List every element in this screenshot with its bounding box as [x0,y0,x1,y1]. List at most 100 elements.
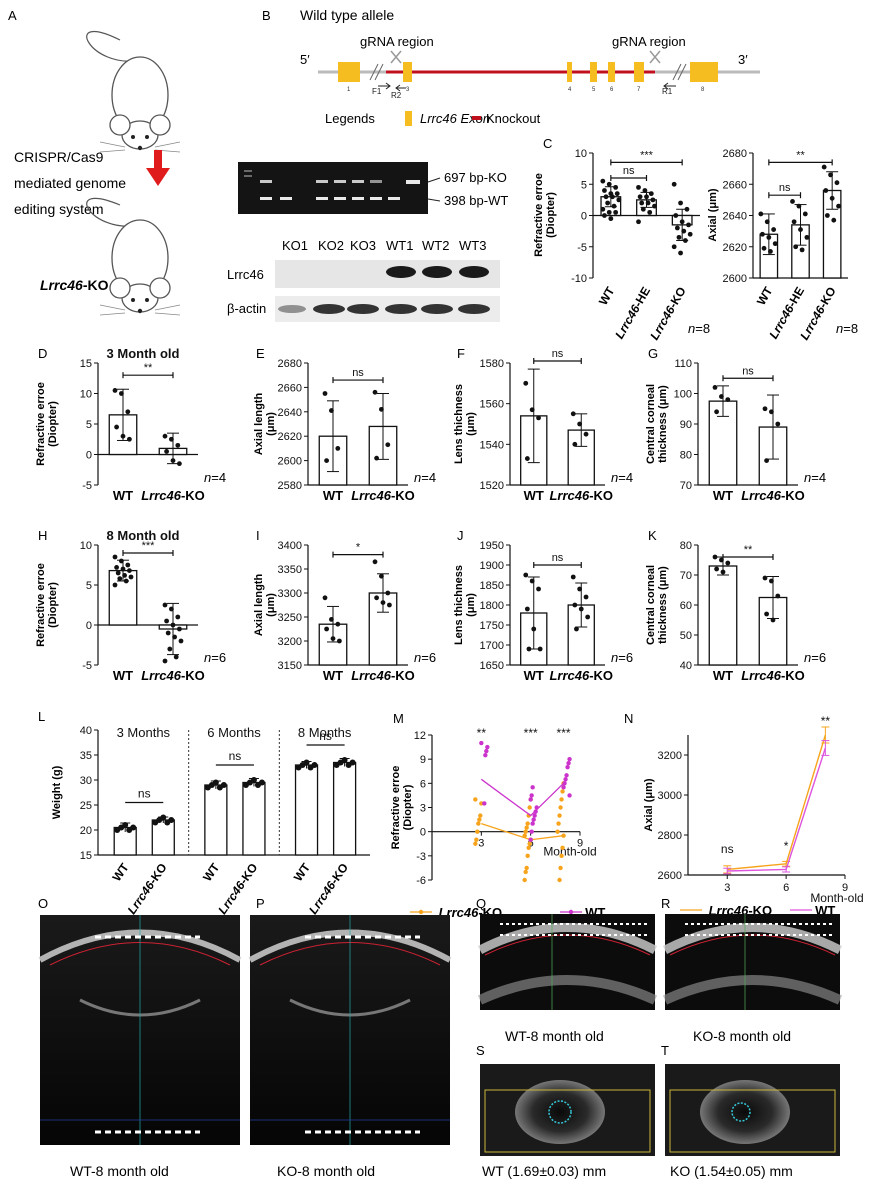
data-point [172,634,178,640]
category-label: WT [524,488,544,503]
data-point [522,877,527,883]
western-lane-labels: KO1 KO2 KO3 WT1 WT2 WT3 [282,238,486,253]
data-point [577,586,583,592]
data-point [220,782,227,788]
category-label: WT [323,488,343,503]
data-point [349,759,356,766]
y-tick-label: -6 [416,875,426,887]
category-label: Lrrc46-KO [549,488,613,503]
data-point [556,821,561,826]
data-point [112,388,118,393]
primer-labels: F1 R2 R1 [372,82,676,100]
y-tick-label: 1950 [480,540,504,552]
data-point [523,380,529,386]
data-point [177,461,182,467]
legend-marker [418,909,424,915]
data-point [524,456,530,461]
data-point [758,211,764,217]
y-tick-label: 40 [680,660,692,672]
n-label: n=4 [804,470,826,485]
y-tick-label: 0 [86,620,92,632]
data-point [482,801,487,806]
data-point [834,180,840,186]
lane-wt3: WT3 [459,238,486,253]
caption-r: KO-8 month old [693,1028,791,1044]
significance-label: ns [352,367,364,379]
data-point [168,817,175,823]
data-point [380,600,386,605]
y-tick-label: 40 [80,725,92,737]
data-point [175,614,181,620]
data-point [372,389,378,395]
data-point [178,638,184,644]
series-line [727,734,827,871]
data-point [162,433,168,439]
legend-marker [568,909,574,915]
data-point [529,407,535,413]
data-point [769,409,774,415]
mouse-illustration-bottom [86,197,181,316]
category-label: Lrrc46-KO [351,488,415,503]
exon-number: 5 [592,87,596,93]
panel-letter-d: D [38,346,47,361]
data-point [250,777,257,783]
legend-exon-swatch [405,111,412,126]
data-point [170,458,176,463]
category-label: WT [596,284,618,308]
data-point [613,209,619,215]
data-point [762,406,768,412]
bar [242,781,266,856]
significance-label: ns [623,165,635,177]
exon-number: 8 [701,87,705,93]
data-point [761,245,767,251]
y-tick-label: 6 [420,778,426,790]
data-point [572,602,578,608]
panel-letter-o: O [38,896,48,911]
y-tick-label: 3200 [658,750,682,762]
data-point [720,569,726,575]
caption-s: WT (1.69±0.03) mm [482,1163,606,1179]
data-point [162,658,168,664]
significance-label: *** [524,726,538,740]
panel-letter-r: R [661,896,670,911]
data-point [130,824,137,831]
y-tick-label: 2640 [723,211,747,223]
data-point [566,760,571,766]
panel-a: A CRISPR/Cas9 mediated genome editing sy… [8,8,181,316]
end-3prime: 3′ [738,52,748,67]
data-point [647,209,653,215]
data-point [559,797,564,802]
data-point [583,594,589,600]
x-tick-label: 9 [842,882,848,894]
data-point [764,219,770,225]
data-point [616,197,622,203]
y-tick-label: 10 [575,148,587,160]
western-row-lrrc46: Lrrc46 [227,267,264,282]
allele-break-1 [369,63,384,81]
data-point [578,606,584,612]
data-point [760,231,765,237]
data-point [829,195,835,201]
data-point [824,213,830,218]
data-point [175,442,181,448]
data-point [771,227,777,232]
data-point [114,424,119,430]
data-point [821,164,827,170]
category-label: WT [754,284,776,308]
significance-label: *** [557,726,571,740]
data-point [796,203,802,209]
data-point [485,744,490,750]
data-point [671,244,677,250]
step-editing: editing system [14,201,103,217]
data-point [329,617,334,622]
primer-f1: F1 [372,87,382,96]
data-point [524,825,529,830]
significance-label: ns [138,787,151,801]
y-tick-label: 3150 [278,660,302,672]
grna-region-1: gRNA region [360,34,434,49]
data-point [473,797,478,802]
data-point [529,793,534,798]
exon-number: 6 [610,87,614,93]
y-tick-label: 35 [80,750,92,762]
category-label: Lrrc46-KO [141,488,205,503]
